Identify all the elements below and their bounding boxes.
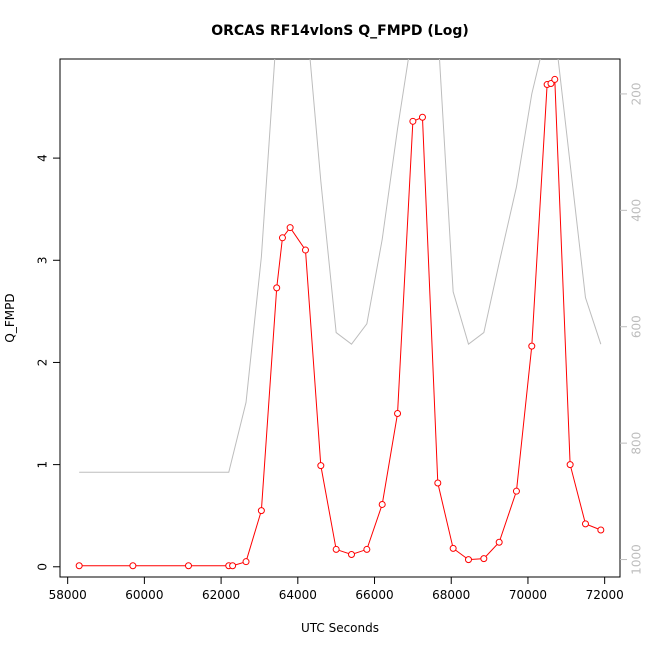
data-point <box>286 224 294 232</box>
y-right-tick-label: 200 <box>630 82 644 105</box>
y-axis-left: 0 1 2 3 4 <box>36 154 60 571</box>
data-point <box>495 538 503 546</box>
data-point <box>332 545 340 553</box>
data-point <box>512 487 520 495</box>
data-point <box>278 234 286 242</box>
data-point <box>257 507 265 515</box>
data-point <box>551 75 559 83</box>
x-tick-label: 62000 <box>202 588 240 602</box>
data-point <box>363 545 371 553</box>
data-point <box>566 461 574 469</box>
y-axis-label: Q_FMPD <box>3 293 17 342</box>
x-tick-label: 72000 <box>586 588 624 602</box>
data-point <box>434 479 442 487</box>
x-tick-label: 66000 <box>355 588 393 602</box>
y-tick-label: 0 <box>36 563 50 571</box>
y-tick-label: 3 <box>36 256 50 264</box>
x-tick-label: 60000 <box>125 588 163 602</box>
y-right-tick-label: 1000 <box>630 544 644 575</box>
data-point <box>242 558 250 566</box>
series-layer <box>75 59 605 570</box>
x-axis-label: UTC Seconds <box>301 621 379 635</box>
data-point <box>409 117 417 125</box>
data-point <box>75 562 83 570</box>
series-line-right <box>79 59 602 473</box>
chart-title: ORCAS RF14vlonS Q_FMPD (Log) <box>211 23 469 39</box>
data-point <box>581 520 589 528</box>
y-right-tick-label: 600 <box>630 315 644 338</box>
data-point <box>273 284 281 292</box>
data-point <box>301 246 309 254</box>
x-axis: 58000 60000 62000 64000 66000 68000 70000 72000 <box>49 576 624 602</box>
x-tick-label: 70000 <box>509 588 547 602</box>
x-tick-label: 64000 <box>279 588 317 602</box>
data-point <box>184 562 192 570</box>
plot-frame <box>59 58 621 578</box>
data-point <box>528 342 536 350</box>
y-right-tick-label: 800 <box>630 432 644 455</box>
x-tick-label: 58000 <box>49 588 87 602</box>
series-line-left <box>79 78 602 567</box>
data-point <box>464 556 472 564</box>
data-point <box>129 562 137 570</box>
data-point <box>394 410 402 418</box>
y-axis-right: 200 400 600 800 1000 <box>620 82 644 575</box>
y-tick-label: 1 <box>36 461 50 469</box>
data-point <box>480 555 488 563</box>
x-tick-label: 68000 <box>432 588 470 602</box>
data-point <box>597 526 605 534</box>
y-tick-label: 2 <box>36 359 50 367</box>
y-right-tick-label: 400 <box>630 199 644 222</box>
data-point <box>317 462 325 470</box>
data-point <box>348 551 356 559</box>
y-tick-label: 4 <box>36 154 50 162</box>
data-point <box>229 562 237 570</box>
data-point <box>418 113 426 121</box>
data-point <box>378 500 386 508</box>
data-point <box>449 544 457 552</box>
